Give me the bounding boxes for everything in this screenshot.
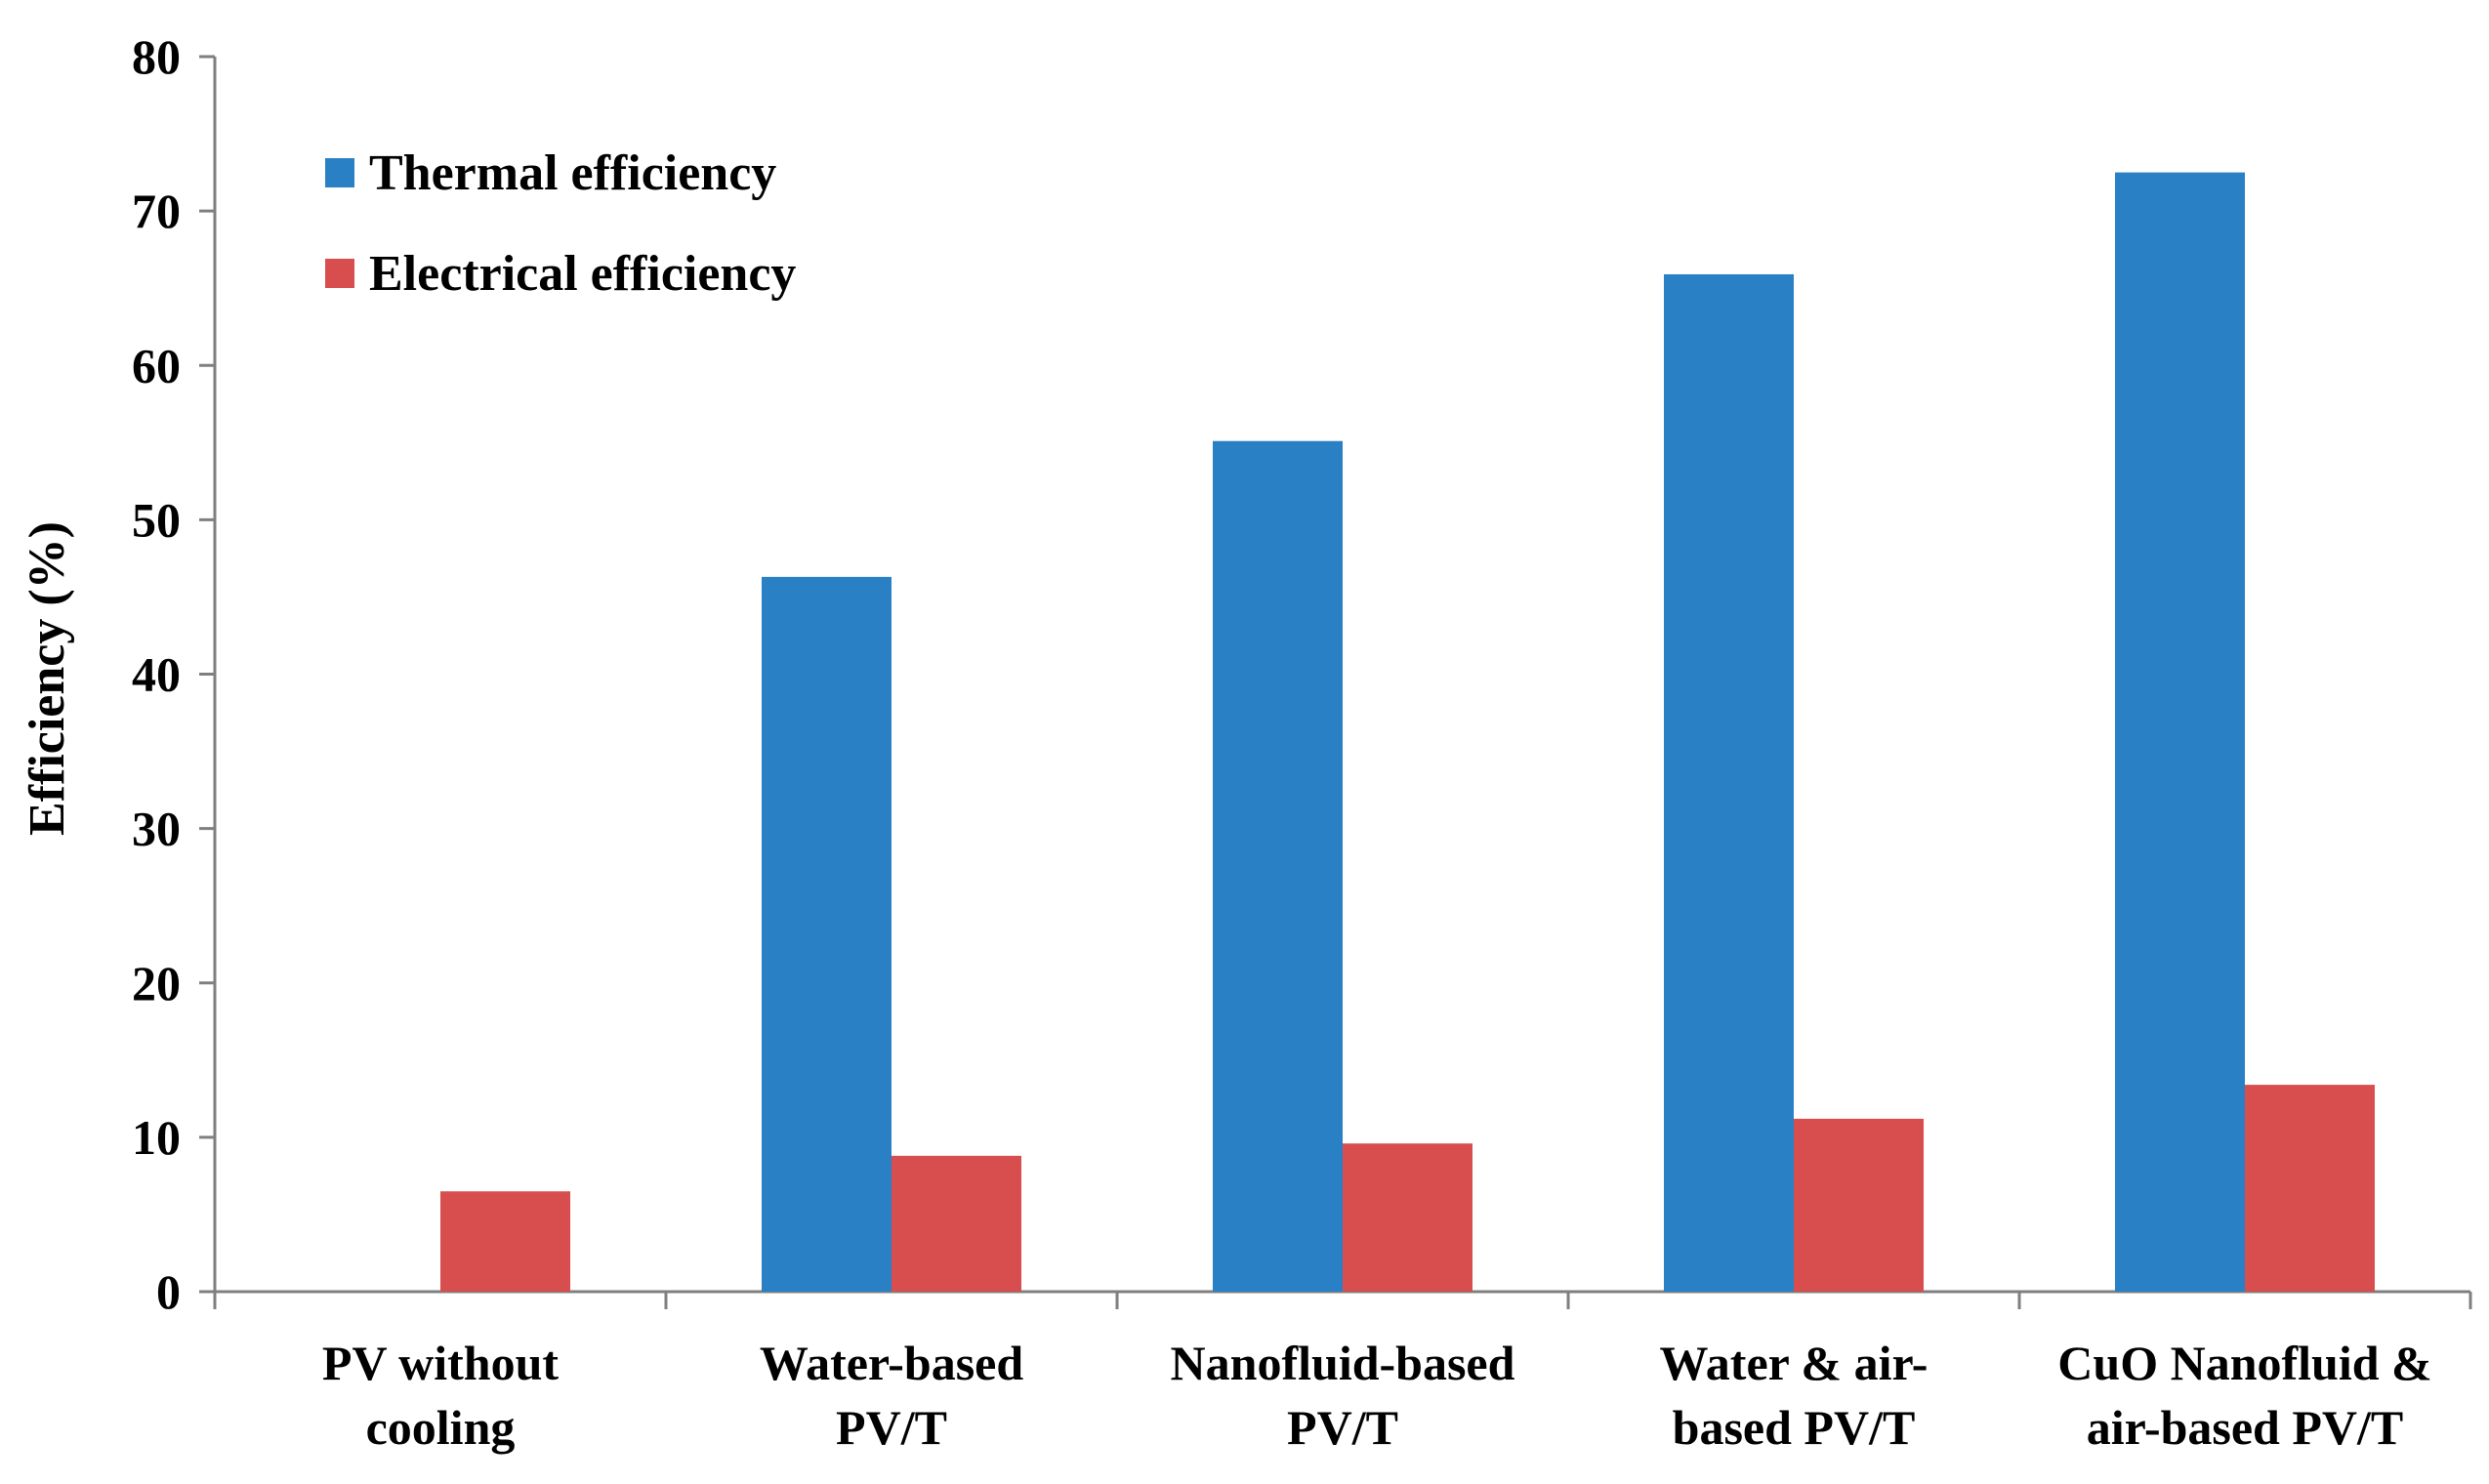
y-tick-label: 70 — [132, 184, 181, 238]
y-tick-label: 50 — [132, 492, 181, 547]
x-category-label: PV without — [322, 1336, 560, 1390]
legend-swatch-thermal — [325, 158, 354, 187]
x-category-label: Water-based — [760, 1336, 1024, 1390]
x-category-label: cooling — [366, 1400, 516, 1455]
bar-electrical — [1343, 1143, 1473, 1292]
x-category-labels: PV without cooling Water-based PV/T Nanoflui… — [322, 1336, 2432, 1455]
legend-swatch-electrical — [325, 259, 354, 288]
y-tick-label: 20 — [132, 956, 181, 1010]
bar-electrical — [2245, 1085, 2375, 1292]
axes — [199, 55, 2472, 1309]
bar-electrical — [892, 1155, 1021, 1292]
legend-label-electrical: Electrical efficiency — [369, 246, 796, 302]
y-tick-label: 0 — [156, 1264, 181, 1319]
y-tick-labels: 0 10 20 30 40 50 60 70 80 — [132, 29, 181, 1319]
y-tick-label: 10 — [132, 1110, 181, 1165]
x-category-label: based PV/T — [1673, 1400, 1916, 1455]
x-category-label: Water & air- — [1660, 1336, 1929, 1390]
bar-electrical — [440, 1191, 570, 1292]
legend: Thermal efficiency Electrical efficiency — [325, 145, 796, 302]
bar-thermal — [2115, 172, 2245, 1292]
legend-label-thermal: Thermal efficiency — [369, 145, 776, 201]
bar-thermal — [762, 576, 892, 1292]
x-category-label: CuO Nanofluid & — [2057, 1336, 2431, 1390]
x-category-label: PV/T — [1287, 1400, 1398, 1455]
y-tick-label: 40 — [132, 647, 181, 702]
y-tick-label: 80 — [132, 29, 181, 84]
bar-thermal — [1213, 440, 1343, 1292]
x-category-label: PV/T — [836, 1400, 947, 1455]
x-category-label: air-based PV/T — [2087, 1400, 2404, 1455]
bars — [440, 172, 2375, 1292]
y-axis-title: Efficiency (%) — [20, 521, 75, 836]
bar-electrical — [1794, 1118, 1924, 1292]
y-tick-label: 30 — [132, 802, 181, 856]
y-tick-label: 60 — [132, 338, 181, 392]
x-category-label: Nanofluid-based — [1171, 1336, 1515, 1390]
bar-thermal — [1664, 273, 1794, 1292]
